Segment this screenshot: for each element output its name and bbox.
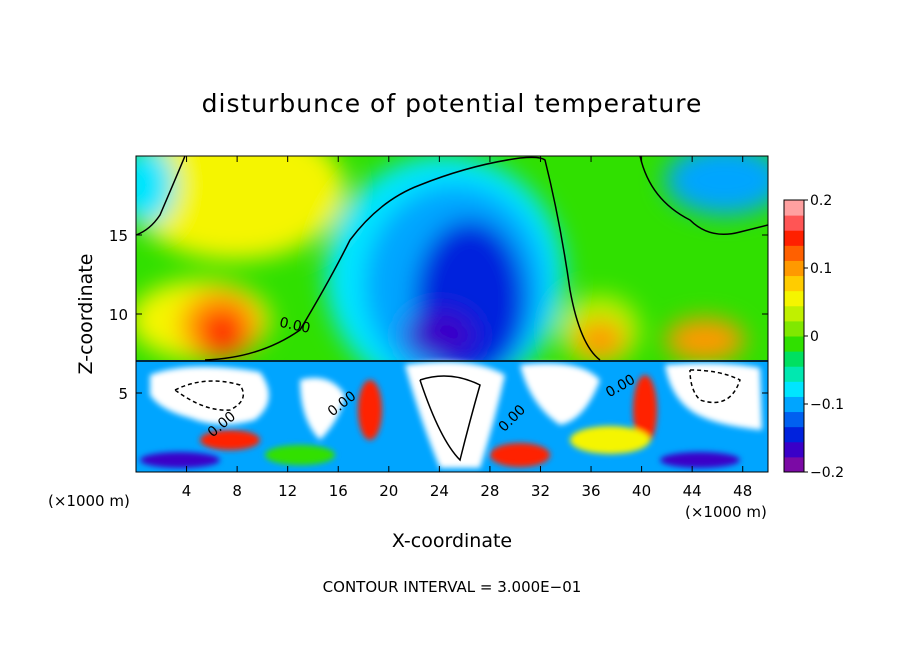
plot-area: 0.000.000.00 0.000.00 [136,156,768,472]
contour-lower-3 [689,369,741,404]
contour-zero-right [639,156,768,235]
colorbar-swatch [784,245,804,261]
lower-red-spot-3 [490,443,550,467]
x-tick-label: 8 [232,482,242,500]
x-tick-label: 36 [581,482,600,500]
lower-red-spot-4 [633,375,657,445]
x-unit-label-left: (×1000 m) [48,492,130,510]
colorbar-swatches [784,200,804,473]
colorbar-tick-label: −0.1 [810,397,844,413]
colorbar-swatch [784,366,804,382]
contour-zero-center [204,156,601,361]
contour-label: 0.00 [278,315,312,337]
colorbar-swatch [784,275,804,292]
x-axis: 4 8 12 16 20 24 28 32 36 40 44 48 [182,156,752,500]
lower-green-spot [265,445,335,465]
lower-red-spot-2 [358,380,382,440]
colorbar-tick-label: 0.1 [810,261,832,277]
colorbar-swatch [784,200,804,216]
colorbar-swatch [784,260,804,277]
field-blob-upper-left-yellow [136,156,345,260]
lower-white-region-mid-left [300,377,345,440]
x-unit-label-right: (×1000 m) [685,503,767,521]
x-tick-label: 28 [480,482,499,500]
field-blob-far-right-orange [665,318,745,362]
lower-white-region-left [150,366,269,425]
y-axis: 5 10 15 [109,227,768,403]
colorbar-swatch [784,215,804,231]
lower-yellow-spot [570,426,650,454]
field-blob-left-cyan [136,156,175,225]
lower-red-spot-1 [200,430,260,450]
colorbar-swatch [784,411,804,428]
contour-lower-1 [174,380,245,411]
contour-lower-2 [419,375,481,462]
contour-lines [136,156,768,462]
colorbar-tick-label: 0.2 [810,193,832,209]
lower-indigo-spot-1 [140,452,220,468]
x-tick-label: 44 [683,482,702,500]
lower-field [136,360,768,472]
colorbar-swatch [784,336,804,352]
y-tick-label: 10 [109,306,128,324]
colorbar-swatch [784,396,804,413]
x-tick-label: 4 [182,482,192,500]
chart-title: disturbunce of potential temperature [202,89,703,118]
colorbar-tick-label: 0 [810,329,819,345]
colorbar-ticks: 0.2 0.1 0 −0.1 −0.2 [804,193,844,481]
x-tick-label: 24 [430,482,449,500]
colorbar-swatch [784,456,804,473]
lower-indigo-spot-2 [660,452,740,468]
colorbar-swatch [784,230,804,246]
field-blob-center-indigo [405,310,475,360]
upper-field [136,156,768,395]
contour-interval-text: CONTOUR INTERVAL = 3.000E−01 [323,578,582,596]
x-tick-label: 20 [379,482,398,500]
contour-zero-left [136,156,186,236]
colorbar-swatch [784,290,804,307]
field-blob-left-red [200,310,244,354]
x-tick-label: 12 [278,482,297,500]
y-tick-label: 15 [109,227,128,245]
colorbar-swatch [784,305,804,322]
field-blob-right-orange [575,320,625,360]
colorbar-swatch [784,441,804,458]
y-axis-label: Z-coordinate [75,254,97,375]
x-tick-label: 16 [329,482,348,500]
lower-white-region-center [405,361,505,468]
x-axis-label: X-coordinate [392,530,512,552]
colorbar: 0.2 0.1 0 −0.1 −0.2 [783,193,844,481]
colorbar-swatch [784,320,804,337]
x-tick-label: 32 [531,482,550,500]
x-tick-label: 40 [632,482,651,500]
x-tick-label: 48 [733,482,752,500]
lower-white-region-right-center [520,363,600,425]
lower-white-region-right [665,363,762,430]
colorbar-swatch [784,351,804,367]
colorbar-swatch [784,381,804,397]
field-blob-upper-right-cyan [665,156,768,215]
colorbar-tick-label: −0.2 [810,465,844,481]
colorbar-swatch [784,426,804,443]
y-tick-label: 5 [118,385,128,403]
